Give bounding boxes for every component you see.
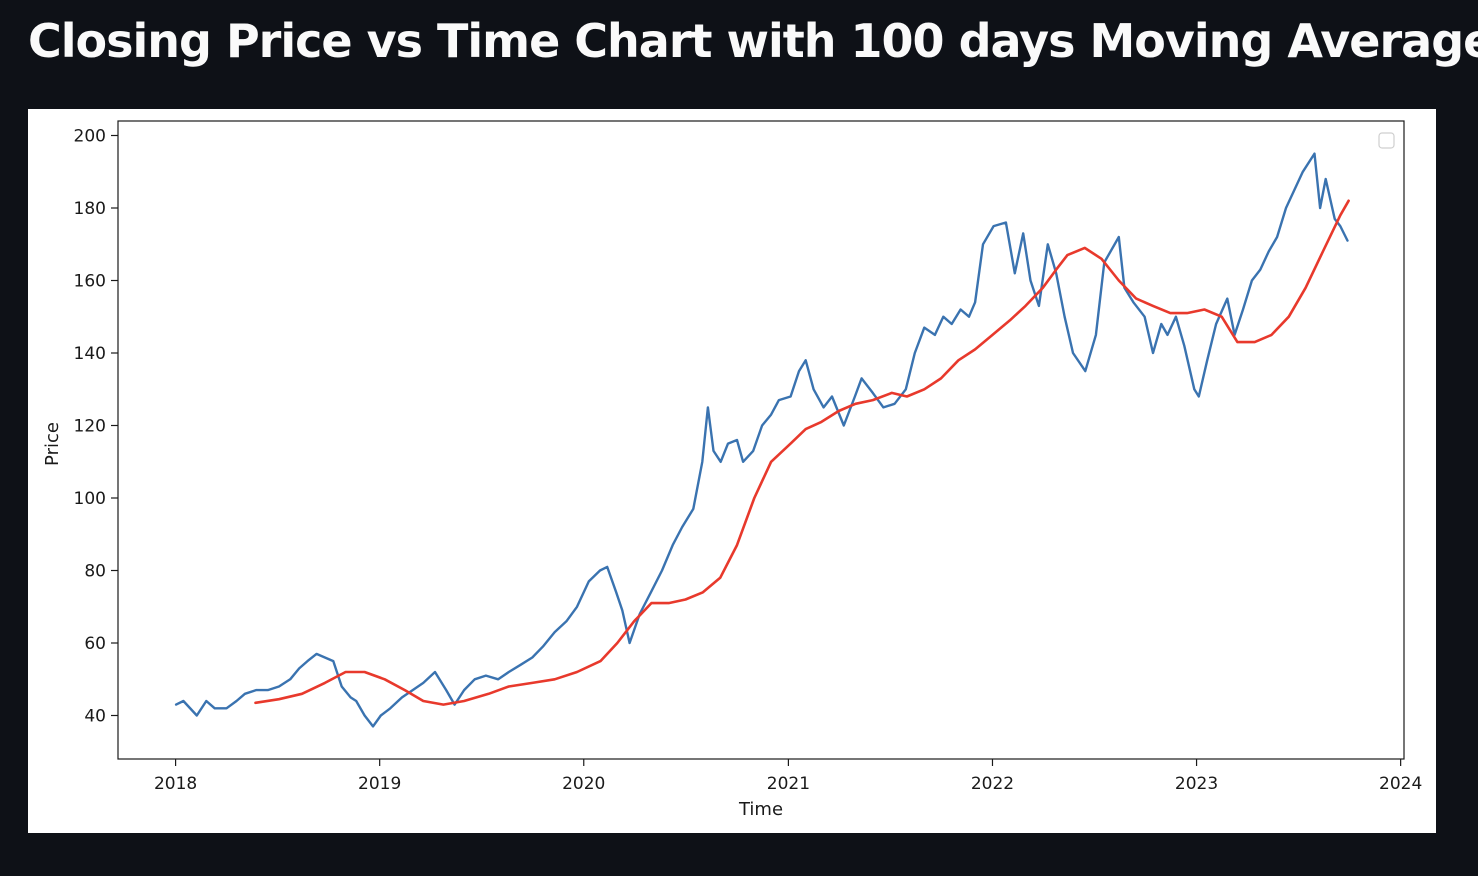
x-tick-label: 2021: [767, 774, 810, 794]
y-tick-label: 160: [74, 272, 106, 292]
y-axis: 40 60 80 100 120 140 160 180 200: [74, 127, 118, 727]
x-tick-label: 2024: [1379, 774, 1422, 794]
plot-frame: [117, 120, 1405, 760]
y-tick-label: 140: [74, 344, 106, 364]
x-tick-label: 2019: [358, 774, 401, 794]
price-chart: 2018 2019 2020 2021 2022 2023 2024 40 60 80 100 12…: [42, 120, 1422, 820]
y-tick-label: 40: [84, 707, 106, 727]
x-axis: 2018 2019 2020 2021 2022 2023 2024: [154, 759, 1422, 794]
x-tick-label: 2022: [971, 774, 1014, 794]
y-tick-label: 200: [74, 127, 106, 147]
chart-figure: 2018 2019 2020 2021 2022 2023 2024 40 60 80 100 12…: [28, 109, 1436, 833]
x-axis-label: Time: [738, 799, 783, 820]
page-title: Closing Price vs Time Chart with 100 day…: [28, 14, 1478, 68]
moving-average-line: [254, 199, 1350, 706]
closing-price-line: [174, 152, 1349, 728]
x-tick-label: 2020: [562, 774, 605, 794]
x-tick-label: 2023: [1175, 774, 1218, 794]
y-tick-label: 60: [84, 634, 106, 654]
legend-box: [1378, 132, 1395, 149]
y-tick-label: 80: [84, 562, 106, 582]
y-axis-label: Price: [42, 422, 63, 466]
series-layer: [174, 152, 1350, 728]
y-tick-label: 180: [74, 199, 106, 219]
y-tick-label: 120: [74, 417, 106, 437]
y-tick-label: 100: [74, 489, 106, 509]
x-tick-label: 2018: [154, 774, 197, 794]
